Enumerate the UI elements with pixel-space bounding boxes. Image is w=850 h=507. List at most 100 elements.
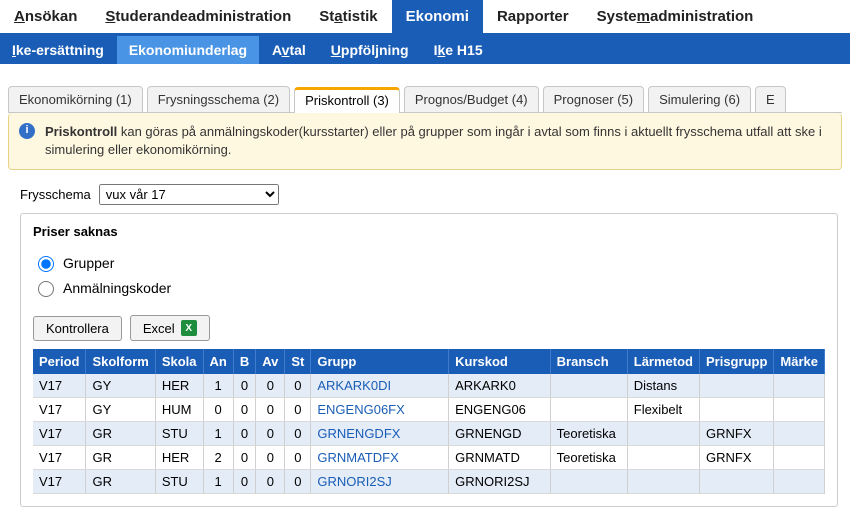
grupp-link[interactable]: GRNENGDFX: [317, 426, 400, 441]
tab[interactable]: Priskontroll (3): [294, 87, 400, 113]
table-column-header[interactable]: Skolform: [86, 349, 155, 374]
table-cell: STU: [155, 422, 203, 446]
table-column-header[interactable]: Kurskod: [449, 349, 551, 374]
table-cell: 0: [233, 398, 255, 422]
excel-button[interactable]: Excel X: [130, 315, 210, 341]
tab[interactable]: Prognos/Budget (4): [404, 86, 539, 112]
radio-grupper-input[interactable]: [38, 256, 54, 272]
radio-anmalningskoder-label: Anmälningskoder: [63, 280, 171, 296]
table-cell: GR: [86, 470, 155, 494]
grupp-link[interactable]: GRNMATDFX: [317, 450, 398, 465]
table-column-header[interactable]: Skola: [155, 349, 203, 374]
table-cell: Distans: [627, 374, 699, 398]
table-cell: 0: [285, 470, 311, 494]
grupp-link[interactable]: ENGENG06FX: [317, 402, 404, 417]
table-cell: HER: [155, 446, 203, 470]
table-cell: [774, 470, 825, 494]
topnav-item[interactable]: Rapporter: [483, 0, 583, 33]
table-cell: 0: [285, 374, 311, 398]
info-icon: i: [19, 123, 35, 139]
table-cell: [699, 398, 773, 422]
table-cell: HUM: [155, 398, 203, 422]
tab[interactable]: Ekonomikörning (1): [8, 86, 143, 112]
subnav-item[interactable]: Ike-ersättning: [0, 36, 117, 64]
tab[interactable]: Prognoser (5): [543, 86, 644, 112]
priser-saknas-fieldset: Priser saknas Grupper Anmälningskoder Ko…: [20, 213, 838, 507]
table-cell: ARKARK0: [449, 374, 551, 398]
table-head: PeriodSkolformSkolaAnBAvStGruppKurskodBr…: [33, 349, 825, 374]
topnav-item[interactable]: Studerandeadministration: [91, 0, 305, 33]
excel-icon: X: [181, 320, 197, 336]
info-box: i Priskontroll kan göras på anmälningsko…: [8, 113, 842, 170]
topnav-item[interactable]: Ekonomi: [392, 0, 483, 33]
table-cell: V17: [33, 422, 86, 446]
table-cell: ENGENG06FX: [311, 398, 449, 422]
tab[interactable]: Simulering (6): [648, 86, 751, 112]
table-column-header[interactable]: Grupp: [311, 349, 449, 374]
frysschema-row: Frysschema vux vår 17: [20, 184, 830, 205]
radio-anmalningskoder[interactable]: Anmälningskoder: [33, 278, 825, 297]
tab-bar: Ekonomikörning (1)Frysningsschema (2)Pri…: [8, 86, 842, 113]
table-cell: 1: [203, 374, 233, 398]
table-row: V17GYHUM0000ENGENG06FXENGENG06Flexibelt: [33, 398, 825, 422]
table-row: V17GRHER2000GRNMATDFXGRNMATDTeoretiskaGR…: [33, 446, 825, 470]
table-cell: 0: [203, 398, 233, 422]
table-column-header[interactable]: Av: [256, 349, 285, 374]
subnav-item[interactable]: Ike H15: [422, 36, 496, 64]
subnav-item[interactable]: Ekonomiunderlag: [117, 36, 260, 64]
table-cell: HER: [155, 374, 203, 398]
topnav-item[interactable]: Systemadministration: [583, 0, 768, 33]
table-cell: 0: [256, 470, 285, 494]
table-cell: ARKARK0DI: [311, 374, 449, 398]
table-cell: [550, 398, 627, 422]
button-row: Kontrollera Excel X: [33, 315, 825, 341]
radio-anmalningskoder-input[interactable]: [38, 281, 54, 297]
table-cell: 0: [285, 398, 311, 422]
table-cell: [774, 398, 825, 422]
table-cell: STU: [155, 470, 203, 494]
table-column-header[interactable]: St: [285, 349, 311, 374]
table-column-header[interactable]: B: [233, 349, 255, 374]
table-column-header[interactable]: Lärmetod: [627, 349, 699, 374]
grupp-link[interactable]: GRNORI2SJ: [317, 474, 391, 489]
grupp-link[interactable]: ARKARK0DI: [317, 378, 391, 393]
topnav-item[interactable]: Ansökan: [0, 0, 91, 33]
table-cell: V17: [33, 446, 86, 470]
table-cell: GRNENGDFX: [311, 422, 449, 446]
kontrollera-button[interactable]: Kontrollera: [33, 316, 122, 341]
radio-grupper[interactable]: Grupper: [33, 253, 825, 272]
table-column-header[interactable]: Period: [33, 349, 86, 374]
radio-grupper-label: Grupper: [63, 255, 114, 271]
table-cell: 0: [233, 374, 255, 398]
table-cell: [550, 470, 627, 494]
subnav-item[interactable]: Avtal: [260, 36, 319, 64]
table-column-header[interactable]: An: [203, 349, 233, 374]
table-cell: GRNMATD: [449, 446, 551, 470]
subnav-item[interactable]: Uppföljning: [319, 36, 422, 64]
table-column-header[interactable]: Bransch: [550, 349, 627, 374]
table-column-header[interactable]: Prisgrupp: [699, 349, 773, 374]
topnav-item[interactable]: Statistik: [305, 0, 391, 33]
table-body: V17GYHER1000ARKARK0DIARKARK0DistansV17GY…: [33, 374, 825, 494]
info-text: kan göras på anmälningskoder(kursstarter…: [45, 124, 822, 157]
table-cell: Teoretiska: [550, 422, 627, 446]
top-nav: AnsökanStuderandeadministrationStatistik…: [0, 0, 850, 36]
table-cell: [627, 422, 699, 446]
excel-label: Excel: [143, 321, 175, 336]
table-cell: [774, 374, 825, 398]
table-cell: GRNMATDFX: [311, 446, 449, 470]
info-title: Priskontroll: [45, 124, 117, 139]
table-cell: 0: [233, 470, 255, 494]
table-cell: Flexibelt: [627, 398, 699, 422]
tab-overflow[interactable]: E: [755, 86, 786, 112]
table-cell: [774, 422, 825, 446]
tab[interactable]: Frysningsschema (2): [147, 86, 290, 112]
frysschema-select[interactable]: vux vår 17: [99, 184, 279, 205]
table-row: V17GRSTU1000GRNENGDFXGRNENGDTeoretiskaGR…: [33, 422, 825, 446]
table-row: V17GYHER1000ARKARK0DIARKARK0Distans: [33, 374, 825, 398]
table-cell: Teoretiska: [550, 446, 627, 470]
table-cell: GRNORI2SJ: [449, 470, 551, 494]
table-column-header[interactable]: Märke: [774, 349, 825, 374]
table-cell: 0: [256, 422, 285, 446]
sub-nav: Ike-ersättningEkonomiunderlagAvtalUppföl…: [0, 36, 850, 64]
